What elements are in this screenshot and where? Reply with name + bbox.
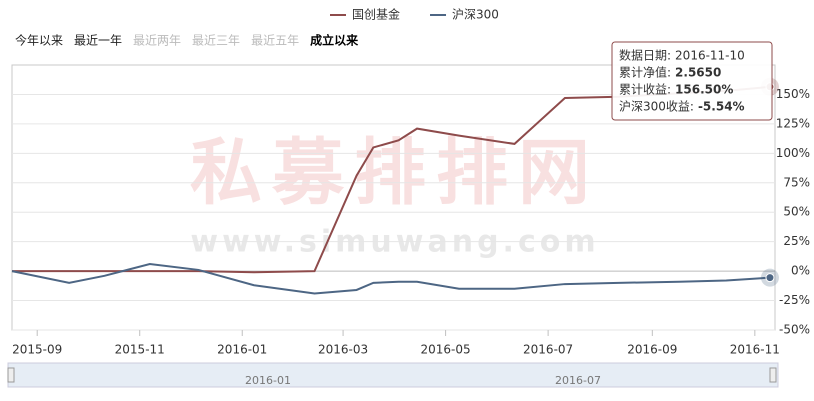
- navigator-label: 2016-07: [555, 374, 601, 387]
- legend-item[interactable]: 国创基金: [330, 7, 400, 22]
- tooltip-box: [611, 41, 773, 121]
- range-button[interactable]: 最近一年: [74, 34, 122, 48]
- range-button: 最近五年: [251, 34, 299, 48]
- watermark-title: 私募排排网: [190, 131, 600, 215]
- navigator[interactable]: [7, 362, 779, 388]
- tooltip-label: 累计收益:: [619, 83, 671, 97]
- range-button[interactable]: 成立以来: [310, 33, 359, 48]
- y-tick-label: -50%: [779, 323, 810, 337]
- x-tick-label: 2016-01: [217, 343, 267, 357]
- range-button: 最近三年: [192, 34, 240, 48]
- series-line: [11, 263, 771, 295]
- navigator-label: 2016-01: [245, 374, 291, 387]
- x-tick-label: 2016-09: [627, 343, 677, 357]
- range-button: 最近两年: [133, 34, 181, 48]
- x-tick-label: 2016-11: [730, 343, 780, 357]
- legend-item[interactable]: 沪深300: [430, 8, 499, 22]
- y-tick-label: 0%: [791, 264, 810, 278]
- tooltip-value: -5.54%: [698, 100, 745, 114]
- y-tick-label: 50%: [783, 205, 810, 219]
- legend-label[interactable]: 国创基金: [352, 7, 400, 22]
- y-tick-label: 150%: [776, 87, 810, 101]
- x-tick-label: 2015-11: [115, 343, 165, 357]
- y-tick-label: 100%: [776, 146, 810, 160]
- x-tick-label: 2016-03: [318, 343, 368, 357]
- tooltip-value: 2.5650: [675, 66, 721, 80]
- tooltip-value: 2016-11-10: [675, 49, 745, 63]
- range-button[interactable]: 今年以来: [15, 33, 63, 48]
- y-tick-label: 25%: [783, 234, 810, 248]
- navigator-handle[interactable]: [7, 367, 15, 383]
- x-tick-label: 2015-09: [12, 343, 62, 357]
- tooltip: 数据日期: 2016-11-10 累计净值: 2.5650 累计收益: 156.50% 沪深…: [611, 41, 773, 121]
- end-marker: [765, 273, 775, 283]
- y-tick-label: 125%: [776, 116, 810, 130]
- tooltip-label: 数据日期:: [619, 48, 671, 63]
- tooltip-value: 156.50%: [675, 83, 733, 97]
- navigator-handle[interactable]: [769, 367, 777, 383]
- x-tick-label: 2016-05: [421, 343, 471, 357]
- legend-label[interactable]: 沪深300: [452, 8, 499, 22]
- x-tick-label: 2016-07: [523, 343, 573, 357]
- y-tick-label: 75%: [783, 175, 810, 189]
- tooltip-label: 沪深300收益:: [619, 100, 694, 114]
- tooltip-label: 累计净值:: [619, 65, 671, 80]
- y-tick-label: -25%: [779, 293, 810, 307]
- watermark: 私募排排网 www.simuwang.com: [190, 131, 600, 260]
